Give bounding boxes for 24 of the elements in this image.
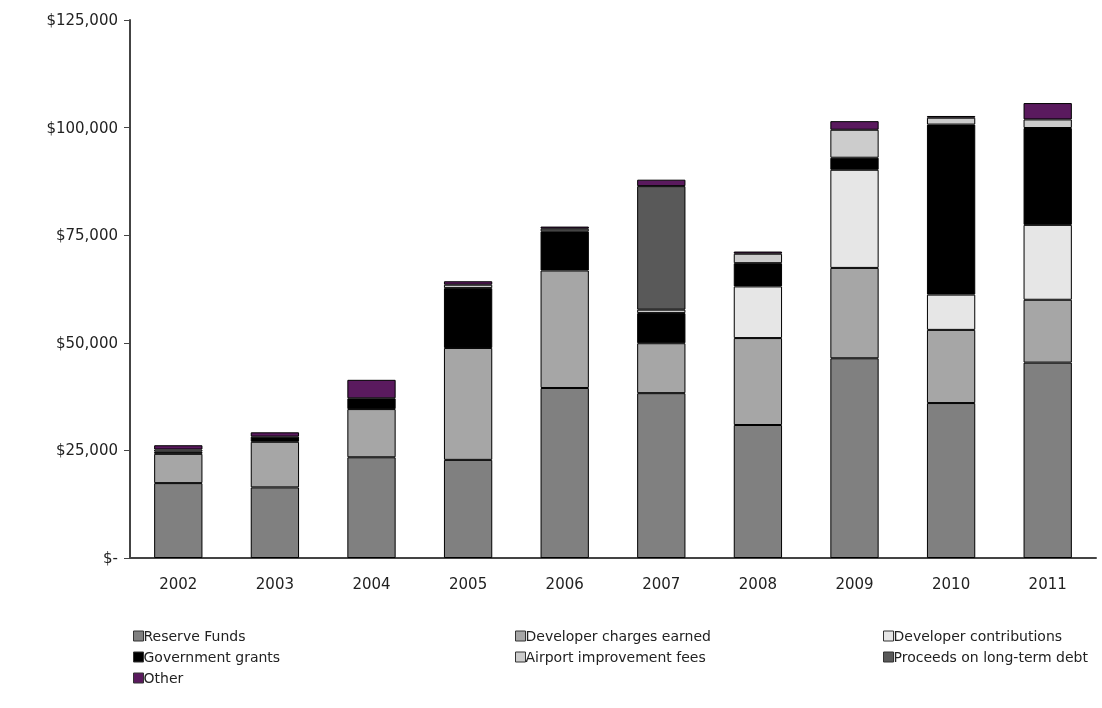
y-tick-label: $50,000 xyxy=(55,333,118,352)
y-tick-label: $25,000 xyxy=(55,441,118,460)
legend-label: Developer contributions xyxy=(893,628,1063,644)
x-tick-label: 2010 xyxy=(932,574,971,593)
x-tick-label: 2009 xyxy=(835,574,874,593)
x-tick-label: 2004 xyxy=(352,574,391,593)
legend-label: Reserve Funds xyxy=(143,628,246,644)
x-tick-label: 2002 xyxy=(159,574,198,593)
y-tick-label: $75,000 xyxy=(55,226,118,245)
y-tick-label: $125,000 xyxy=(46,11,118,29)
x-tick-label: 2005 xyxy=(449,574,488,593)
bar xyxy=(154,445,203,450)
legend-label: Developer charges earned xyxy=(525,628,711,644)
x-tick-label: 2011 xyxy=(1028,574,1067,593)
y-tick-label: $- xyxy=(103,549,118,567)
legend-label: Government grants xyxy=(143,649,281,665)
bar xyxy=(443,281,493,285)
x-tick-label: 2007 xyxy=(642,574,681,593)
x-tick-label: 2008 xyxy=(738,574,777,593)
legend-label: Other xyxy=(143,670,184,686)
legend-label: Proceeds on long-term debt xyxy=(893,649,1089,665)
x-tick-label: 2006 xyxy=(545,574,584,593)
y-tick-label: $100,000 xyxy=(46,118,118,137)
x-tick-label: 2003 xyxy=(255,574,294,593)
